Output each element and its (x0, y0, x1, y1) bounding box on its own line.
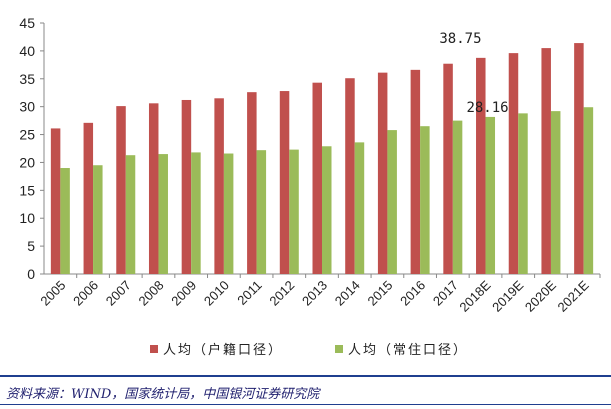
bar-changzhu-2017 (452, 120, 463, 274)
footer-divider-bottom (0, 404, 611, 405)
data-annotations: 38.75 28.16 (439, 31, 508, 116)
legend-label: 人均（常住口径） (348, 343, 468, 358)
bar-huji-2009 (181, 99, 192, 275)
bar-changzhu-2012 (289, 149, 299, 274)
x-tick-label: 2019E (489, 277, 526, 314)
legend-label: 人均（户籍口径） (163, 342, 283, 358)
x-tick-label: 2012 (266, 278, 297, 309)
bar-changzhu-2010 (223, 153, 234, 274)
data-label: 28.16 (466, 100, 508, 116)
bar-huji-2007 (116, 106, 126, 274)
bar-changzhu-2014 (354, 142, 365, 274)
chart-bars (50, 43, 594, 275)
bar-huji-2018E (476, 57, 486, 274)
bar-huji-2015 (377, 72, 388, 275)
bar-huji-2006 (83, 122, 94, 274)
x-tick-label: 2011 (234, 278, 264, 308)
bar-changzhu-2008 (158, 154, 168, 274)
y-tick-label: 30 (19, 99, 35, 115)
bar-huji-2019E (508, 53, 519, 275)
x-tick-label: 2010 (201, 278, 232, 309)
bar-huji-2008 (148, 103, 159, 274)
bar-changzhu-2013 (322, 146, 332, 274)
x-tick-label: 2007 (103, 278, 134, 309)
y-tick-label: 0 (27, 266, 35, 282)
y-tick-label: 40 (19, 43, 35, 59)
source-note: 资料来源：WIND，国家统计局，中国银河证券研究院 (6, 387, 320, 402)
x-tick-label: 2013 (299, 278, 330, 309)
footer-divider (0, 375, 611, 377)
y-tick-label: 15 (19, 182, 35, 198)
x-tick-labels: 2005 2006 2007 2008 2009 2010 2011 2012 2013 2014… (37, 277, 592, 314)
bar-huji-2014 (345, 78, 355, 274)
bar-changzhu-2015 (387, 130, 397, 274)
x-tick-label: 2009 (168, 278, 199, 309)
x-tick-label: 2014 (332, 278, 363, 309)
bar-changzhu-2021E (583, 107, 594, 274)
x-tick-label: 2020E (522, 277, 559, 314)
bar-changzhu-2006 (93, 165, 103, 274)
legend-swatch (150, 345, 158, 353)
bar-huji-2021E (574, 43, 584, 274)
bar-changzhu-2007 (125, 155, 136, 274)
bar-changzhu-2018E (485, 116, 496, 274)
bar-huji-2013 (312, 82, 322, 274)
bar-huji-2017 (443, 63, 453, 275)
bar-changzhu-2019E (518, 113, 528, 274)
bar-changzhu-2009 (191, 152, 201, 274)
x-tick-label: 2008 (136, 278, 167, 309)
y-tick-label: 10 (19, 210, 35, 226)
bar-huji-2005 (50, 128, 61, 274)
x-tick-label: 2018E (456, 277, 493, 314)
bar-huji-2012 (279, 91, 290, 274)
y-tick-label: 35 (19, 71, 35, 87)
bar-changzhu-2016 (420, 126, 430, 274)
x-tick-label: 2016 (397, 278, 428, 309)
bar-huji-2016 (410, 69, 421, 274)
y-tick-label: 5 (27, 238, 35, 254)
bar-changzhu-2011 (256, 150, 267, 274)
x-tick-label: 2015 (364, 278, 395, 309)
x-tick-label: 2021E (555, 277, 592, 314)
bar-changzhu-2020E (550, 111, 561, 274)
x-tick-label: 2005 (37, 278, 68, 309)
legend-swatch (335, 345, 343, 353)
bar-changzhu-2005 (60, 168, 70, 274)
y-tick-labels: 0 5 10 15 20 25 30 35 40 45 (19, 15, 35, 282)
chart-axes (40, 22, 601, 278)
bar-huji-2011 (247, 92, 257, 274)
x-tick-label: 2006 (70, 278, 101, 309)
chart-legend: 人均（户籍口径） 人均（常住口径） (150, 342, 468, 358)
bar-huji-2010 (214, 98, 224, 274)
data-label: 38.75 (439, 31, 481, 47)
y-tick-label: 45 (19, 15, 35, 31)
y-tick-label: 25 (19, 127, 35, 143)
bar-huji-2020E (541, 48, 551, 274)
y-tick-label: 20 (19, 154, 35, 170)
